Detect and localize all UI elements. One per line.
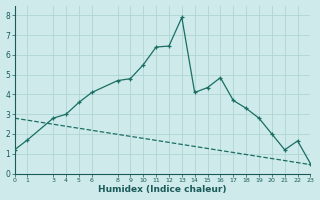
X-axis label: Humidex (Indice chaleur): Humidex (Indice chaleur) [98,185,227,194]
